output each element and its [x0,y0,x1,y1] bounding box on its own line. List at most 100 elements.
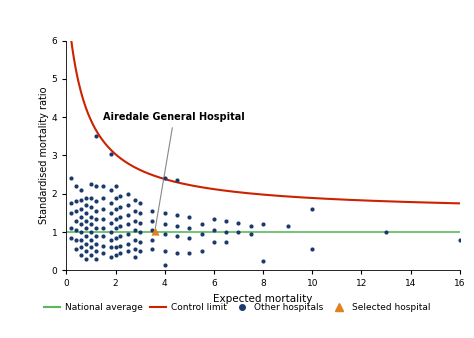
Point [198,222,205,227]
Point [131,237,139,242]
Point [112,184,119,189]
Point [100,195,107,200]
Point [149,208,156,214]
Point [117,204,124,210]
Point [137,239,144,244]
Point [173,212,181,218]
Point [161,176,168,181]
Point [112,207,119,212]
Point [92,216,100,221]
Point [92,241,100,246]
Point [87,222,95,227]
Point [77,245,85,250]
Point [92,199,100,204]
Point [161,262,168,267]
Point [77,252,85,258]
Point [73,199,80,204]
Point [67,210,75,216]
Point [67,225,75,231]
Point [82,195,90,200]
Point [124,222,132,227]
Point [87,182,95,187]
Point [131,247,139,252]
Point [149,247,156,252]
Point [117,243,124,248]
Point [87,195,95,200]
Point [92,134,100,139]
Point [210,227,218,233]
Point [112,235,119,241]
Point [173,250,181,256]
Point [131,208,139,214]
Point [173,178,181,183]
Point [100,233,107,239]
Point [107,230,114,235]
Point [222,239,230,244]
Point [259,222,267,227]
Point [117,224,124,229]
Point [235,230,242,235]
Point [284,224,292,229]
Point [100,243,107,248]
Point [73,227,80,233]
Point [87,245,95,250]
Point [82,241,90,246]
Point [185,250,193,256]
Point [124,202,132,208]
Point [117,214,124,219]
Point [124,241,132,246]
Point [82,256,90,262]
Point [73,218,80,223]
Point [82,225,90,231]
Point [137,210,144,216]
Point [210,216,218,221]
Point [82,248,90,254]
Point [131,254,139,260]
Point [235,220,242,225]
Point [222,230,230,235]
Point [77,214,85,219]
Point [124,191,132,196]
Point [185,225,193,231]
Point [77,237,85,242]
Point [161,248,168,254]
Point [100,250,107,256]
Point [73,247,80,252]
Point [131,218,139,223]
Point [67,201,75,206]
Point [107,187,114,193]
Point [67,235,75,241]
Point [117,233,124,239]
Point [137,201,144,206]
Point [92,233,100,239]
Point [107,210,114,216]
Point [77,197,85,202]
Point [131,197,139,202]
Point [107,245,114,250]
Point [247,224,255,229]
Point [77,222,85,227]
Point [92,256,100,262]
Point [73,208,80,214]
Point [149,227,156,233]
Point [173,224,181,229]
Point [149,218,156,223]
Point [112,195,119,200]
Point [77,207,85,212]
Point [73,184,80,189]
Point [137,230,144,235]
Point [117,193,124,198]
Point [222,218,230,223]
Point [112,216,119,221]
Point [309,207,316,212]
Point [117,250,124,256]
Y-axis label: Standardised mortality ratio: Standardised mortality ratio [39,87,49,224]
Point [100,225,107,231]
Point [100,207,107,212]
Point [185,214,193,219]
Point [107,201,114,206]
Point [151,228,159,234]
Point [87,230,95,235]
Point [92,184,100,189]
Text: Airedale General Hospital: Airedale General Hospital [103,112,245,228]
